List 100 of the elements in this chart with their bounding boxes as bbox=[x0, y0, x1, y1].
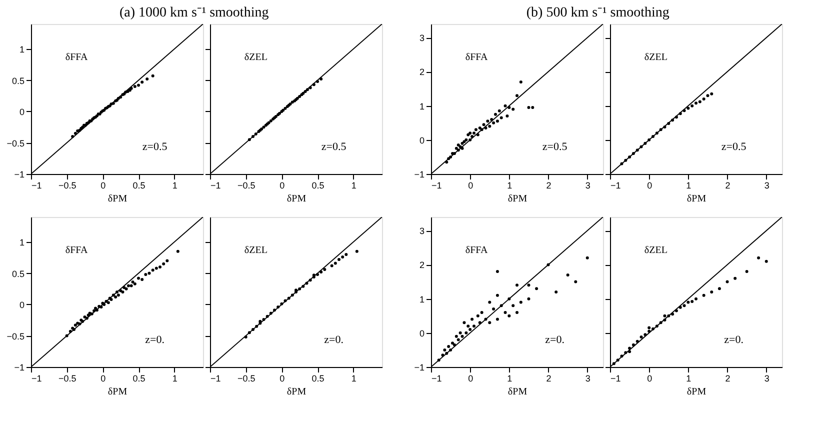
point bbox=[355, 250, 358, 253]
x-tick-label: 2 bbox=[725, 180, 730, 190]
point bbox=[454, 334, 458, 338]
annotation: z=0. bbox=[724, 334, 744, 346]
point bbox=[516, 94, 518, 98]
x-tick-label: 1 bbox=[686, 180, 692, 190]
point bbox=[535, 287, 538, 290]
x-tick-label: 0.5 bbox=[132, 374, 146, 384]
point bbox=[468, 132, 472, 135]
point bbox=[320, 270, 323, 274]
x-tick-label: −1 bbox=[610, 180, 621, 190]
y-tick-label: 2 bbox=[419, 67, 424, 78]
x-axis-title: δPM bbox=[508, 386, 528, 398]
point bbox=[694, 102, 698, 105]
annotation: z=0.5 bbox=[542, 141, 568, 153]
x-axis-title: δPM bbox=[286, 386, 306, 398]
point bbox=[702, 98, 706, 100]
chart-title: (b) 500 km s⁻¹ smoothing bbox=[526, 6, 670, 20]
point bbox=[338, 258, 340, 261]
point bbox=[158, 266, 162, 268]
point bbox=[468, 328, 472, 331]
point bbox=[496, 120, 499, 123]
y-tick-label: 2 bbox=[419, 260, 424, 270]
chart-title: (a) 1000 km s⁻¹ smoothing bbox=[120, 6, 269, 20]
x-axis-title: δPM bbox=[508, 194, 528, 204]
point bbox=[734, 276, 737, 280]
x-tick-label: 0.5 bbox=[132, 180, 146, 190]
point bbox=[745, 270, 748, 274]
x-tick-label: −1 bbox=[432, 374, 442, 384]
x-tick-label: 3 bbox=[764, 180, 770, 190]
y-tick-label: −0.5 bbox=[6, 331, 24, 342]
point bbox=[472, 324, 476, 328]
point bbox=[566, 273, 570, 276]
point bbox=[494, 112, 497, 116]
point bbox=[480, 310, 484, 314]
x-tick-label: 3 bbox=[585, 374, 590, 384]
point bbox=[648, 326, 651, 330]
x-tick-label: −1 bbox=[32, 180, 42, 190]
point bbox=[498, 109, 501, 112]
point bbox=[516, 284, 518, 287]
x-axis-title: δPM bbox=[286, 194, 306, 204]
point bbox=[341, 256, 344, 258]
y-tick-label: 0 bbox=[19, 300, 24, 310]
point bbox=[506, 114, 509, 118]
point bbox=[474, 128, 478, 132]
point bbox=[527, 284, 530, 287]
x-tick-label: −1 bbox=[432, 180, 442, 190]
annotation: δFFA bbox=[465, 245, 488, 256]
point bbox=[154, 266, 158, 270]
x-tick-label: 0 bbox=[280, 180, 285, 190]
x-tick-label: 0 bbox=[468, 180, 474, 190]
x-tick-label: 2 bbox=[546, 374, 552, 384]
point bbox=[710, 92, 714, 96]
point bbox=[516, 310, 518, 314]
x-tick-label: 1 bbox=[507, 180, 512, 190]
point bbox=[144, 273, 148, 276]
point bbox=[496, 318, 499, 321]
y-tick-label: 3 bbox=[419, 226, 424, 236]
point bbox=[140, 80, 144, 84]
point bbox=[496, 270, 499, 274]
point bbox=[443, 348, 446, 352]
x-tick-label: 0 bbox=[100, 180, 106, 190]
y-tick-label: 0 bbox=[19, 107, 24, 117]
point bbox=[531, 106, 534, 110]
annotation: δZEL bbox=[644, 245, 668, 256]
point bbox=[151, 74, 154, 78]
point bbox=[706, 94, 710, 98]
x-tick-label: −0.5 bbox=[237, 374, 256, 384]
x-tick-label: 3 bbox=[585, 180, 590, 190]
x-tick-label: −0.5 bbox=[58, 180, 76, 190]
point bbox=[162, 262, 166, 266]
y-tick-label: 0 bbox=[419, 135, 424, 146]
annotation: z=0.5 bbox=[721, 141, 747, 153]
point bbox=[488, 321, 492, 324]
point bbox=[344, 253, 348, 256]
y-tick-label: −1 bbox=[414, 362, 424, 372]
point bbox=[554, 290, 558, 294]
x-tick-label: 0.5 bbox=[312, 374, 324, 384]
point bbox=[460, 334, 464, 338]
y-tick-label: 3 bbox=[419, 33, 424, 44]
point bbox=[334, 262, 337, 265]
point bbox=[686, 106, 690, 110]
x-tick-label: 2 bbox=[546, 180, 552, 190]
annotation: z=0. bbox=[324, 334, 344, 346]
point bbox=[466, 324, 470, 328]
y-tick-label: 1 bbox=[19, 238, 24, 248]
annotation: z=0.5 bbox=[142, 141, 168, 153]
point bbox=[508, 314, 511, 318]
annotation: δFFA bbox=[465, 52, 488, 63]
point bbox=[137, 84, 140, 87]
annotation: δZEL bbox=[644, 52, 668, 63]
annotation: δZEL bbox=[244, 52, 268, 63]
point bbox=[702, 294, 706, 297]
x-tick-label: 0 bbox=[100, 374, 106, 384]
point bbox=[504, 104, 507, 108]
x-tick-label: 1 bbox=[172, 374, 178, 384]
point bbox=[488, 124, 492, 128]
point bbox=[166, 259, 169, 262]
point bbox=[323, 268, 326, 271]
y-tick-label: 0.5 bbox=[12, 268, 24, 279]
